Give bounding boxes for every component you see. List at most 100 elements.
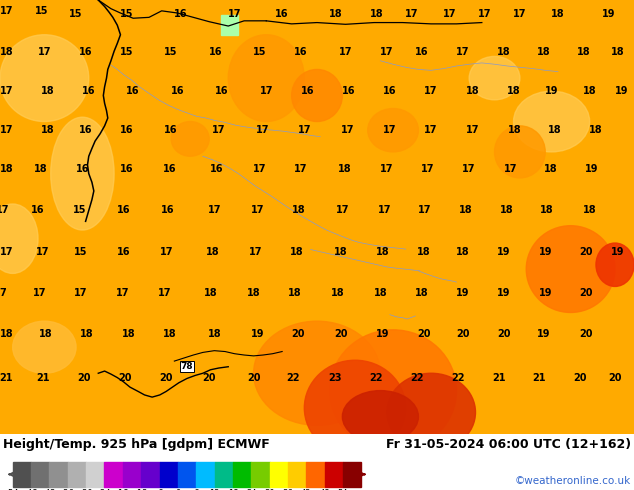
Text: 18: 18 [204, 288, 217, 298]
Text: 18: 18 [497, 47, 511, 57]
Bar [160, 462, 178, 487]
Text: 18: 18 [373, 288, 387, 298]
Text: 16: 16 [120, 164, 134, 174]
Bar [251, 462, 269, 487]
Ellipse shape [469, 56, 520, 100]
Text: 42: 42 [301, 489, 311, 490]
Text: 15: 15 [74, 247, 88, 257]
Text: 17: 17 [456, 47, 470, 57]
Ellipse shape [368, 108, 418, 152]
Text: 18: 18 [583, 86, 597, 96]
Text: 21: 21 [492, 372, 506, 383]
Ellipse shape [228, 35, 304, 122]
Text: 17: 17 [443, 9, 457, 19]
Text: 18: 18 [583, 205, 597, 216]
Ellipse shape [13, 321, 76, 373]
Text: 20: 20 [497, 329, 511, 339]
Text: 16: 16 [174, 9, 188, 19]
Text: 21: 21 [36, 372, 50, 383]
Text: 16: 16 [294, 47, 308, 57]
Text: -18: -18 [116, 489, 129, 490]
Text: 17: 17 [380, 164, 394, 174]
Text: 18: 18 [34, 164, 48, 174]
Text: 30: 30 [264, 489, 275, 490]
Text: 16: 16 [215, 86, 229, 96]
Ellipse shape [304, 360, 406, 456]
Text: 18: 18 [611, 47, 625, 57]
Text: 17: 17 [0, 125, 13, 135]
Text: 16: 16 [415, 47, 429, 57]
Text: 17: 17 [513, 9, 527, 19]
Text: 17: 17 [0, 205, 10, 216]
Text: 17: 17 [294, 164, 308, 174]
Text: 20: 20 [247, 372, 261, 383]
Text: 17: 17 [74, 288, 87, 298]
Text: 18: 18 [415, 288, 429, 298]
Text: 17: 17 [160, 247, 174, 257]
Text: 19: 19 [614, 86, 628, 96]
Text: 17: 17 [503, 164, 517, 174]
Text: 18: 18 [537, 47, 551, 57]
Bar [13, 462, 31, 487]
Text: 18: 18 [459, 205, 473, 216]
Text: 23: 23 [328, 372, 342, 383]
Text: 17: 17 [249, 247, 262, 257]
Text: 19: 19 [611, 247, 625, 257]
Text: 20: 20 [579, 288, 593, 298]
Bar [233, 462, 251, 487]
Bar [325, 462, 343, 487]
Text: 17: 17 [36, 247, 50, 257]
Ellipse shape [330, 330, 456, 451]
Text: 18: 18 [41, 86, 55, 96]
Text: -42: -42 [42, 489, 56, 490]
Text: 18: 18 [41, 125, 55, 135]
Text: 17: 17 [228, 9, 242, 19]
Text: 18: 18 [465, 86, 479, 96]
Bar [86, 462, 105, 487]
Text: 16: 16 [126, 86, 140, 96]
Text: 17: 17 [297, 125, 311, 135]
Text: 18: 18 [80, 329, 94, 339]
Text: -54: -54 [6, 489, 20, 490]
Text: 17: 17 [478, 9, 492, 19]
Text: 20: 20 [77, 372, 91, 383]
Text: 17: 17 [158, 288, 172, 298]
Text: 16: 16 [161, 205, 175, 216]
Text: 18: 18 [507, 86, 521, 96]
Text: 24: 24 [246, 489, 257, 490]
Text: 17: 17 [0, 86, 13, 96]
Text: 18: 18 [288, 288, 302, 298]
Bar [105, 462, 123, 487]
Text: 17: 17 [339, 47, 353, 57]
Bar [68, 462, 86, 487]
Text: Fr 31-05-2024 06:00 UTC (12+162): Fr 31-05-2024 06:00 UTC (12+162) [385, 439, 631, 451]
Text: 17: 17 [115, 288, 129, 298]
Bar [31, 462, 49, 487]
Text: 22: 22 [410, 372, 424, 383]
Text: 18: 18 [228, 489, 238, 490]
Text: 18: 18 [543, 164, 557, 174]
Text: Height/Temp. 925 hPa [gdpm] ECMWF: Height/Temp. 925 hPa [gdpm] ECMWF [3, 439, 270, 451]
Text: 16: 16 [31, 205, 45, 216]
Text: 19: 19 [538, 247, 552, 257]
Text: 22: 22 [451, 372, 465, 383]
Text: 17: 17 [340, 125, 354, 135]
Text: 17: 17 [462, 164, 476, 174]
Text: 20: 20 [608, 372, 622, 383]
Text: 20: 20 [417, 329, 430, 339]
Text: 19: 19 [251, 329, 265, 339]
Text: 0: 0 [175, 489, 181, 490]
Text: 18: 18 [292, 205, 306, 216]
Text: 48: 48 [320, 489, 330, 490]
Ellipse shape [51, 117, 114, 230]
Text: 16: 16 [82, 86, 96, 96]
Text: 18: 18 [39, 329, 53, 339]
Text: 17: 17 [32, 288, 46, 298]
Text: 16: 16 [163, 164, 177, 174]
Bar [178, 462, 196, 487]
Text: 21: 21 [532, 372, 546, 383]
Text: 18: 18 [508, 125, 522, 135]
Text: 17: 17 [37, 47, 51, 57]
Ellipse shape [171, 122, 209, 156]
Text: ©weatheronline.co.uk: ©weatheronline.co.uk [515, 475, 631, 486]
